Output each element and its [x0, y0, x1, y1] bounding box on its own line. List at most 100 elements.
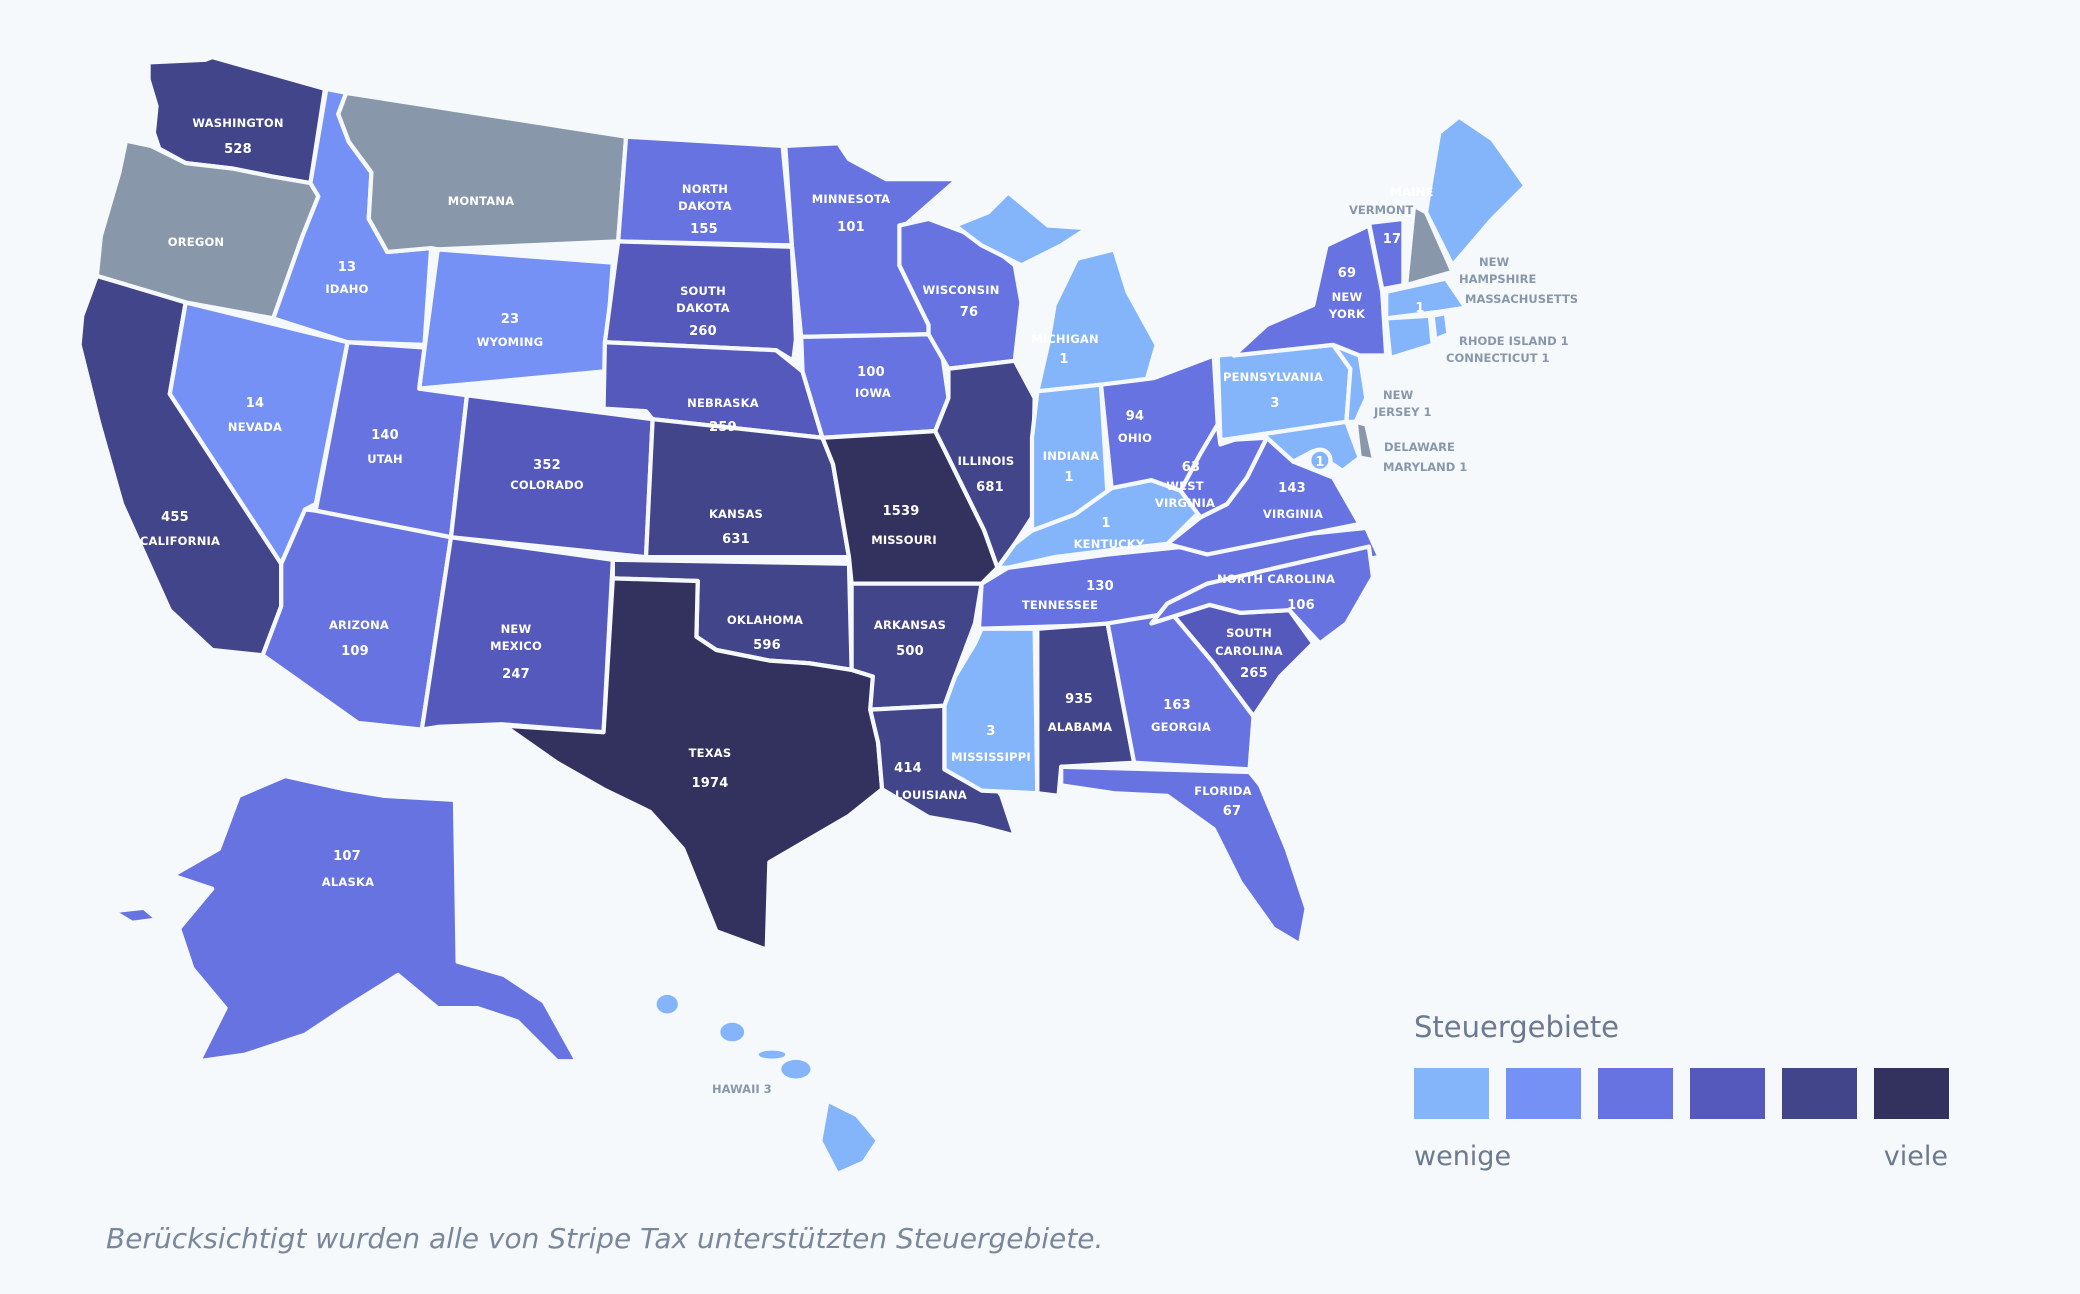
- label-south-carolina-2: CAROLINA: [1215, 644, 1283, 658]
- value-maine: 1: [1403, 206, 1412, 221]
- legend-swatch-2: [1506, 1068, 1581, 1119]
- label-nevada: NEVADA: [228, 420, 282, 434]
- label-tennessee: TENNESSEE: [1022, 598, 1098, 612]
- state-rhode-island[interactable]: [1430, 310, 1451, 342]
- label-arkansas: ARKANSAS: [874, 618, 946, 632]
- ext-label-new-hampshire-2: HAMPSHIRE: [1459, 272, 1536, 286]
- label-new-mexico-1: NEW: [501, 622, 532, 636]
- ext-label-maryland: MARYLAND 1: [1383, 460, 1467, 474]
- label-south-dakota-2: DAKOTA: [676, 301, 730, 315]
- state-labels: WASHINGTON 528 OREGON 455 CALIFORNIA 13 …: [140, 116, 1578, 1096]
- label-minnesota: MINNESOTA: [812, 192, 891, 206]
- value-louisiana: 414: [894, 761, 922, 776]
- label-arizona: ARIZONA: [329, 618, 389, 632]
- value-texas: 1974: [692, 776, 729, 791]
- ext-label-delaware: DELAWARE: [1384, 440, 1455, 454]
- value-wyoming: 23: [501, 312, 520, 327]
- value-kansas: 631: [722, 532, 750, 547]
- value-north-carolina: 106: [1287, 598, 1315, 613]
- label-new-mexico-2: MEXICO: [490, 639, 542, 653]
- state-texas[interactable]: [501, 576, 885, 952]
- value-idaho: 13: [338, 260, 357, 275]
- legend-swatch-6: [1874, 1068, 1949, 1119]
- ext-label-new-jersey-1: NEW: [1383, 388, 1413, 402]
- legend-title: Steuergebiete: [1414, 1010, 1620, 1044]
- label-oklahoma: OKLAHOMA: [727, 613, 803, 627]
- label-michigan: MICHIGAN: [1031, 332, 1099, 346]
- state-connecticut[interactable]: [1384, 313, 1435, 361]
- label-georgia: GEORGIA: [1151, 720, 1211, 734]
- label-california: CALIFORNIA: [140, 534, 220, 548]
- value-kentucky: 1: [1101, 516, 1110, 531]
- value-mississippi: 3: [986, 724, 995, 739]
- label-kentucky: KENTUCKY: [1074, 537, 1145, 551]
- value-michigan: 1: [1059, 352, 1068, 367]
- state-new-hampshire[interactable]: [1403, 203, 1455, 288]
- value-vermont: 17: [1383, 232, 1402, 247]
- label-missouri: MISSOURI: [871, 533, 937, 547]
- value-illinois: 681: [976, 480, 1004, 495]
- label-montana: MONTANA: [448, 194, 515, 208]
- state-florida[interactable]: [1059, 764, 1309, 947]
- ext-label-massachusetts: MASSACHUSETTS: [1465, 292, 1578, 306]
- label-oregon: OREGON: [168, 235, 225, 249]
- value-nevada: 14: [246, 396, 265, 411]
- value-south-carolina: 265: [1240, 666, 1268, 681]
- label-mississippi: MISSISSIPPI: [951, 750, 1031, 764]
- value-indiana: 1: [1064, 470, 1073, 485]
- value-ohio: 94: [1126, 409, 1145, 424]
- ext-label-new-jersey-2: JERSEY 1: [1373, 405, 1431, 419]
- label-illinois: ILLINOIS: [958, 454, 1015, 468]
- label-north-dakota-2: DAKOTA: [678, 199, 732, 213]
- state-montana[interactable]: [336, 90, 629, 255]
- label-north-dakota-1: NORTH: [682, 182, 728, 196]
- value-nebraska: 259: [709, 420, 737, 435]
- value-florida: 67: [1223, 804, 1242, 819]
- state-massachusetts[interactable]: [1384, 276, 1468, 321]
- value-wisconsin: 76: [960, 305, 979, 320]
- legend: Steuergebiete wenige viele: [1414, 1010, 1954, 1172]
- value-washington: 528: [224, 142, 252, 157]
- footnote: Berücksichtigt wurden alle von Stripe Ta…: [106, 1222, 1104, 1255]
- state-delaware[interactable]: [1353, 419, 1377, 463]
- state-michigan[interactable]: [1035, 247, 1159, 394]
- value-alabama: 935: [1065, 692, 1093, 707]
- label-maine: MAINE: [1390, 185, 1433, 199]
- value-massachusetts: 1: [1415, 301, 1424, 316]
- state-colorado[interactable]: [448, 393, 655, 560]
- state-new-york[interactable]: [1231, 223, 1389, 358]
- label-nebraska: NEBRASKA: [687, 396, 759, 410]
- value-minnesota: 101: [837, 220, 865, 235]
- label-alaska: ALASKA: [322, 875, 374, 889]
- value-alaska: 107: [333, 849, 361, 864]
- label-south-dakota-1: SOUTH: [680, 284, 726, 298]
- label-wisconsin: WISCONSIN: [922, 283, 999, 297]
- value-south-dakota: 260: [689, 324, 717, 339]
- label-south-carolina-1: SOUTH: [1226, 626, 1272, 640]
- state-alaska[interactable]: [170, 773, 580, 1064]
- state-district-of-columbia[interactable]: [1307, 447, 1333, 474]
- state-hawaii[interactable]: [656, 994, 876, 1172]
- label-west-virginia-1: WEST: [1166, 479, 1203, 493]
- value-pennsylvania: 3: [1270, 396, 1279, 411]
- label-alabama: ALABAMA: [1048, 720, 1113, 734]
- value-new-mexico: 247: [502, 667, 530, 682]
- state-north-carolina[interactable]: [1149, 544, 1376, 646]
- state-michigan-upper[interactable]: [952, 190, 1090, 268]
- value-utah: 140: [371, 428, 399, 443]
- label-washington: WASHINGTON: [192, 116, 283, 130]
- value-tennessee: 130: [1086, 579, 1114, 594]
- state-maine[interactable]: [1423, 114, 1528, 268]
- label-texas: TEXAS: [689, 746, 732, 760]
- state-vermont[interactable]: [1366, 216, 1406, 292]
- legend-swatch-5: [1782, 1068, 1857, 1119]
- value-oklahoma: 596: [753, 638, 781, 653]
- legend-swatch-1: [1414, 1068, 1489, 1119]
- label-wyoming: WYOMING: [477, 335, 544, 349]
- value-arizona: 109: [341, 644, 369, 659]
- label-iowa: IOWA: [855, 386, 891, 400]
- label-new-york-1: NEW: [1332, 290, 1363, 304]
- legend-swatches: [1414, 1068, 1954, 1119]
- label-new-york-2: YORK: [1328, 307, 1366, 321]
